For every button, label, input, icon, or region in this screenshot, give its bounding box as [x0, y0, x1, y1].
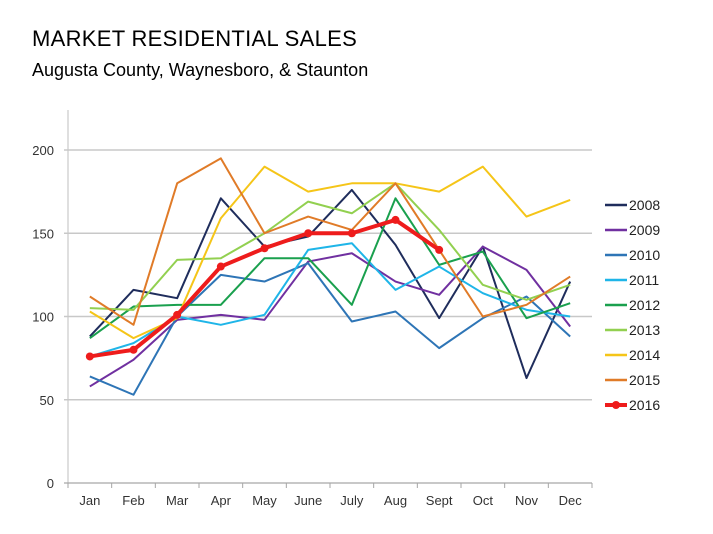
- data-point-2016: [173, 310, 182, 319]
- x-tick-label: Apr: [211, 493, 232, 508]
- data-point-2016: [260, 244, 269, 253]
- series-line-2011: [89, 242, 571, 358]
- data-point-2016: [304, 229, 313, 238]
- legend-label-2012: 2012: [629, 297, 660, 313]
- x-tick-label: Oct: [473, 493, 494, 508]
- series-line-2009: [89, 245, 571, 388]
- data-point-2016: [85, 352, 94, 361]
- y-tick-label: 0: [47, 476, 54, 491]
- x-tick-label: Nov: [515, 493, 539, 508]
- series-line-2013: [89, 182, 571, 311]
- data-point-2016: [391, 215, 400, 224]
- x-tick-label: Aug: [384, 493, 407, 508]
- legend-label-2008: 2008: [629, 197, 660, 213]
- series-line-2015: [89, 157, 571, 326]
- x-tick-label: Mar: [166, 493, 189, 508]
- legend-label-2013: 2013: [629, 322, 660, 338]
- legend-label-2010: 2010: [629, 247, 660, 263]
- x-tick-label: Sept: [426, 493, 453, 508]
- legend-label-2014: 2014: [629, 347, 660, 363]
- data-point-2016: [129, 345, 138, 354]
- y-tick-label: 100: [32, 310, 54, 325]
- x-tick-label: Feb: [122, 493, 144, 508]
- chart-subtitle: Augusta County, Waynesboro, & Staunton: [32, 60, 369, 80]
- y-tick-label: 150: [32, 226, 54, 241]
- legend-label-2016: 2016: [629, 397, 660, 413]
- chart-title: MARKET RESIDENTIAL SALES: [32, 26, 358, 51]
- series-line-2008: [89, 188, 572, 380]
- x-tick-label: June: [294, 493, 322, 508]
- data-point-2016: [216, 262, 225, 271]
- y-tick-label: 200: [32, 143, 54, 158]
- x-tick-label: May: [252, 493, 277, 508]
- x-tick-label: Jan: [79, 493, 100, 508]
- data-point-2016: [435, 245, 444, 254]
- legend-label-2015: 2015: [629, 372, 660, 388]
- y-tick-label: 50: [40, 393, 54, 408]
- legend-marker-2016: [612, 401, 620, 409]
- legend-label-2009: 2009: [629, 222, 660, 238]
- x-tick-label: Dec: [559, 493, 583, 508]
- x-tick-label: July: [340, 493, 364, 508]
- legend-label-2011: 2011: [629, 272, 659, 288]
- series-line-2012: [89, 197, 571, 339]
- data-point-2016: [347, 229, 356, 238]
- series-line-2016: [89, 217, 441, 359]
